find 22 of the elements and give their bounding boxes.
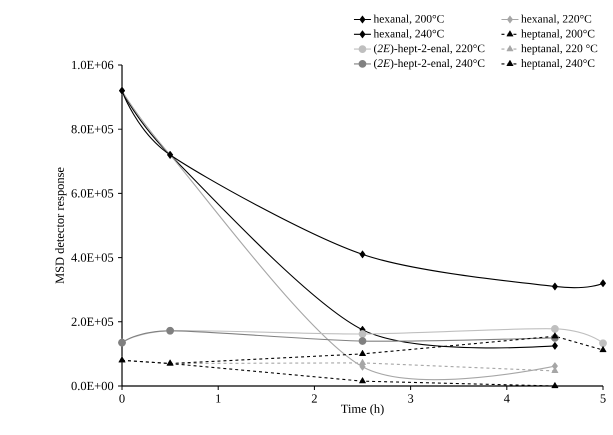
x-tick-label: 2 (312, 394, 317, 403)
legend-label: hexanal, 200°C (374, 14, 444, 24)
y-axis-title: MSD detector response (55, 167, 67, 284)
legend-label: heptanal, 240°C (521, 58, 594, 70)
y-tick-label: 8.0E+05 (71, 124, 114, 134)
legend-label: (2E)-hept-2-enal, 220°C (374, 44, 484, 55)
legend-label: (2E)-hept-2-enal, 240°C (374, 58, 484, 70)
legend-label: heptanal, 200°C (521, 29, 594, 40)
legend-label: heptanal, 220 °C (521, 44, 598, 55)
x-tick-label: 3 (408, 394, 414, 403)
x-tick-label: 5 (600, 394, 606, 403)
y-tick-label: 0.0E+00 (71, 382, 114, 390)
y-tick-label: 2.0E+05 (72, 318, 114, 326)
y-tick-label: 1.0E+06 (72, 60, 114, 70)
legend-label: hexanal, 240°C (374, 29, 444, 40)
y-tick-label: 4.0E+05 (71, 253, 114, 262)
legend-label: hexanal, 220°C (521, 14, 592, 24)
x-tick-label: 0 (119, 394, 125, 403)
x-tick-label: 4 (504, 394, 510, 403)
x-axis-title: Time (h) (340, 404, 384, 416)
y-tick-label: 6.0E+05 (72, 189, 114, 198)
x-tick-label: 1 (216, 394, 221, 403)
